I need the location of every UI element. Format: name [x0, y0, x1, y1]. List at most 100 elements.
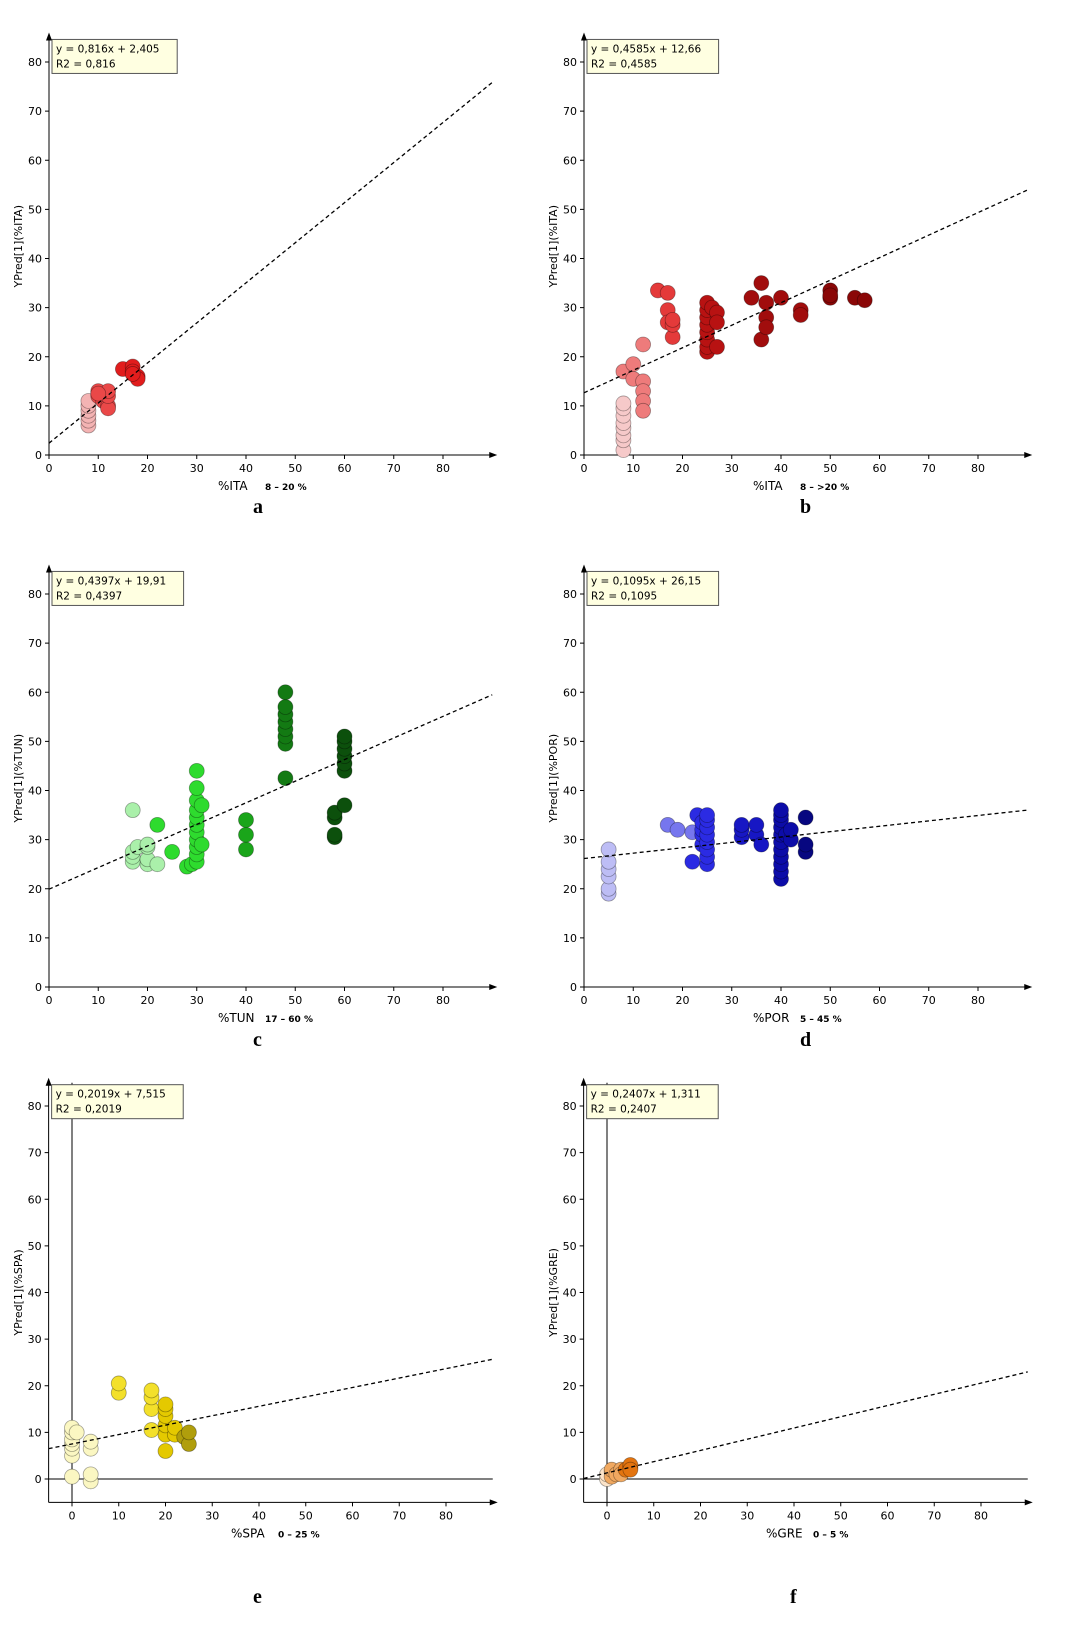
y-tick-label: 40: [563, 253, 577, 266]
y-tick-label: 40: [563, 1287, 577, 1300]
data-point: [238, 826, 254, 843]
chart-d: 0 10 20 30 40 50 60 70 80 0 10 20 30 40 50 60 70 80 %POR 5 …: [547, 564, 1033, 1025]
x-tick-label: 70: [387, 462, 401, 475]
data-point: [758, 294, 775, 311]
y-tick-label: 70: [28, 105, 42, 118]
y-tick-label: 80: [28, 56, 42, 69]
data-point: [684, 853, 701, 870]
x-axis-arrow: [1024, 984, 1033, 990]
chart-a: 0 10 20 30 40 50 60 70 80 0 10 20 30 40 50 60 70 80 %ITA 8 …: [12, 32, 498, 493]
data-point: [157, 1443, 174, 1459]
y-tick-label: 10: [28, 1426, 42, 1439]
x-tick-label: 10: [626, 994, 640, 1007]
trend-line: [583, 189, 1028, 394]
y-tick-label: 70: [28, 637, 42, 650]
x-axis-arrow: [1024, 1499, 1033, 1506]
y-tick-label: 0: [570, 981, 577, 994]
y-tick-label: 0: [35, 1473, 42, 1486]
panel-d: 0 10 20 30 40 50 60 70 80 0 10 20 30 40 50 60 70 80 %POR 5 …: [535, 532, 1075, 1072]
data-point: [748, 816, 765, 833]
y-tick-label: 50: [563, 1240, 577, 1253]
x-tick-label: 30: [190, 994, 204, 1007]
trend-line: [48, 81, 493, 444]
data-point: [124, 366, 141, 382]
x-axis-label: %SPA: [231, 1526, 265, 1540]
r2-text: R2 = 0,2019: [56, 1104, 122, 1116]
y-tick-label: 30: [563, 1333, 577, 1346]
data-point: [277, 684, 294, 701]
x-tick-label: 50: [288, 994, 302, 1007]
y-tick-label: 70: [28, 1147, 42, 1160]
data-point: [193, 836, 210, 853]
y-tick-label: 40: [28, 785, 42, 798]
x-tick-label: 60: [338, 462, 352, 475]
x-tick-label: 50: [823, 462, 837, 475]
trend-line: [583, 1371, 1028, 1480]
x-axis-range-label: 0 – 25 %: [278, 1530, 320, 1540]
data-point: [157, 1396, 174, 1413]
data-point: [600, 841, 617, 858]
y-tick-label: 20: [28, 351, 42, 364]
x-tick-label: 70: [387, 994, 401, 1007]
x-tick-label: 10: [91, 462, 105, 475]
y-tick-label: 30: [28, 834, 42, 847]
data-point: [124, 802, 141, 819]
y-axis-arrow: [45, 1077, 52, 1086]
x-tick-label: 40: [774, 994, 788, 1007]
data-point: [90, 385, 107, 402]
x-tick-label: 20: [694, 1509, 708, 1522]
y-tick-label: 20: [563, 1380, 577, 1393]
data-point: [68, 1424, 85, 1441]
y-tick-label: 30: [563, 302, 577, 315]
y-axis-arrow: [581, 32, 587, 41]
x-tick-label: 80: [971, 994, 985, 1007]
data-point: [188, 762, 205, 779]
x-tick-label: 60: [881, 1509, 895, 1522]
y-tick-label: 20: [563, 351, 577, 364]
data-point: [238, 841, 254, 858]
y-tick-label: 0: [35, 449, 42, 462]
y-tick-label: 50: [563, 203, 577, 216]
x-tick-label: 60: [338, 994, 352, 1007]
panel-b: 0 10 20 30 40 50 60 70 80 0 10 20 30 40 50 60 70 80 %ITA 8 …: [535, 0, 1075, 540]
y-axis-label: YPred[1](%SPA): [12, 1249, 25, 1336]
x-tick-label: 50: [288, 462, 302, 475]
y-axis-arrow: [46, 32, 52, 41]
y-tick-label: 10: [28, 932, 42, 945]
x-tick-label: 40: [774, 462, 788, 475]
x-tick-label: 30: [725, 462, 739, 475]
data-point: [615, 395, 632, 412]
panel-a: 0 10 20 30 40 50 60 70 80 0 10 20 30 40 50 60 70 80 %ITA 8 …: [0, 0, 535, 540]
y-tick-label: 20: [28, 883, 42, 896]
data-point: [635, 402, 651, 419]
y-tick-label: 80: [28, 1100, 42, 1113]
data-point: [149, 856, 166, 873]
r2-text: R2 = 0,4397: [56, 590, 122, 602]
data-point: [64, 1468, 80, 1485]
data-point: [659, 284, 676, 301]
equation-text: y = 0,4585x + 12,66: [591, 43, 701, 55]
y-tick-label: 0: [35, 981, 42, 994]
x-tick-label: 0: [46, 462, 53, 475]
y-tick-label: 80: [563, 1100, 577, 1113]
x-tick-label: 10: [647, 1509, 661, 1522]
y-tick-label: 60: [28, 1193, 42, 1206]
data-point: [238, 812, 254, 828]
x-tick-label: 40: [252, 1509, 266, 1522]
data-point: [326, 826, 343, 843]
y-tick-label: 70: [563, 637, 577, 650]
x-tick-label: 30: [205, 1509, 219, 1522]
equation-text: y = 0,2019x + 7,515: [56, 1089, 166, 1101]
x-tick-label: 40: [239, 994, 253, 1007]
x-tick-label: 50: [823, 994, 837, 1007]
x-axis-arrow: [1024, 452, 1033, 458]
y-tick-label: 30: [28, 1333, 42, 1346]
y-axis-arrow: [46, 564, 52, 573]
r2-text: R2 = 0,1095: [591, 590, 657, 602]
data-point: [758, 319, 775, 336]
data-point: [743, 289, 760, 306]
trend-line: [48, 694, 493, 890]
data-point: [82, 1466, 99, 1483]
data-point: [773, 289, 789, 306]
y-axis-arrow: [580, 1077, 587, 1086]
